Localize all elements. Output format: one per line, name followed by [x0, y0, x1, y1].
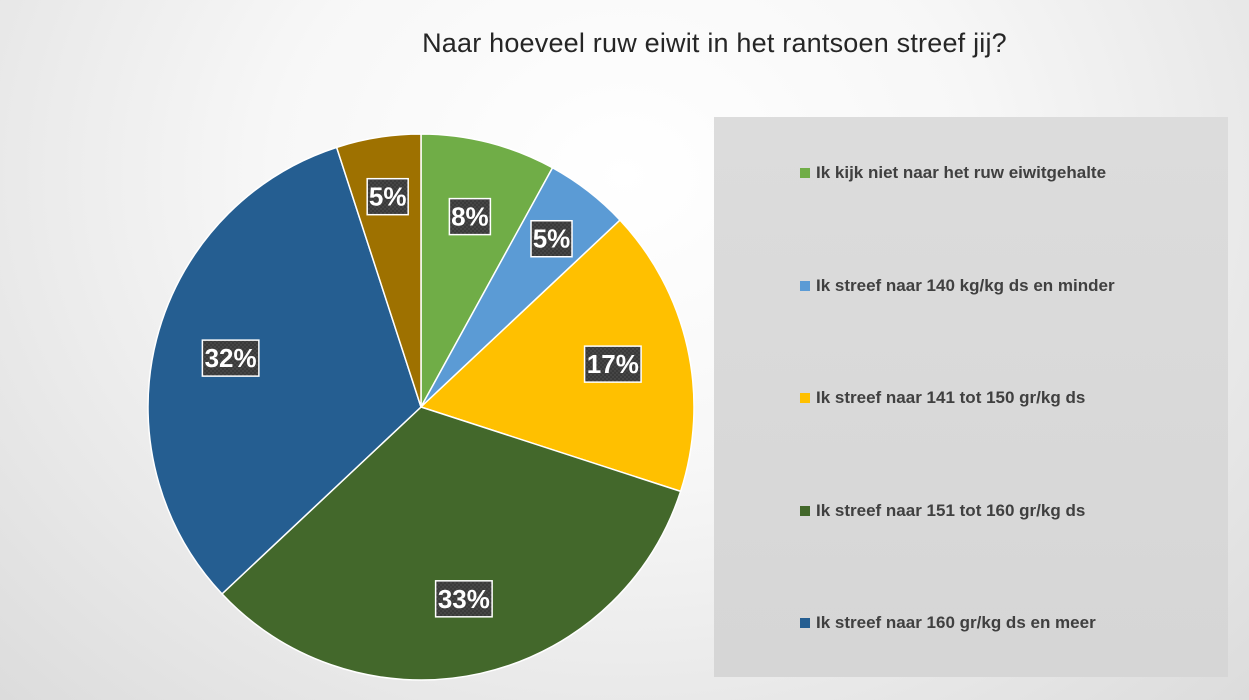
legend-swatch: [800, 618, 810, 628]
pie-slice-5: [147, 146, 422, 595]
pie-slices: [147, 133, 695, 681]
legend: Ik kijk niet naar het ruw eiwitgehalte Ik…: [714, 117, 1228, 677]
data-label-2: 5%: [530, 219, 573, 258]
data-label-6: 5%: [366, 177, 409, 216]
svg-text:8%: 8%: [451, 202, 489, 232]
legend-item-3: Ik streef naar 141 tot 150 gr/kg ds: [800, 388, 1085, 408]
svg-text:5%: 5%: [533, 224, 571, 254]
chart-title: Naar hoeveel ruw eiwit in het rantsoen s…: [422, 28, 1007, 58]
legend-label: Ik kijk niet naar het ruw eiwitgehalte: [816, 163, 1107, 182]
legend-label: Ik streef naar 151 tot 160 gr/kg ds: [816, 500, 1086, 520]
legend-label: Ik streef naar 141 tot 150 gr/kg ds: [816, 388, 1086, 407]
legend-label: Ik streef naar 140 kg/kg ds en minder: [816, 275, 1115, 295]
legend-swatch: [800, 393, 810, 403]
legend-swatch: [800, 280, 810, 291]
svg-text:5%: 5%: [369, 182, 407, 212]
pie-data-labels: 8% 5% 17% 33% 32% 5%: [201, 177, 642, 618]
data-label-5: 32%: [201, 339, 260, 377]
pie-slice-3: [419, 219, 695, 493]
svg-text:32%: 32%: [205, 343, 257, 373]
data-label-4: 33%: [434, 580, 493, 618]
data-label-1: 8%: [448, 197, 492, 236]
svg-text:17%: 17%: [587, 349, 639, 379]
legend-label: Ik streef naar 160 gr/kg ds en meer: [816, 613, 1096, 632]
legend-item-4: Ik streef naar 151 tot 160 gr/kg ds: [800, 501, 1085, 521]
legend-item-2: Ik streef naar 140 kg/kg ds en minder: [800, 276, 1115, 296]
legend-item-1: Ik kijk niet naar het ruw eiwitgehalte: [800, 163, 1106, 183]
pie-slice-4: [220, 406, 682, 681]
legend-swatch: [800, 505, 810, 516]
svg-text:33%: 33%: [438, 584, 490, 614]
legend-item-5: Ik streef naar 160 gr/kg ds en meer: [800, 613, 1096, 633]
data-label-3: 17%: [583, 345, 642, 383]
legend-swatch: [800, 168, 810, 178]
